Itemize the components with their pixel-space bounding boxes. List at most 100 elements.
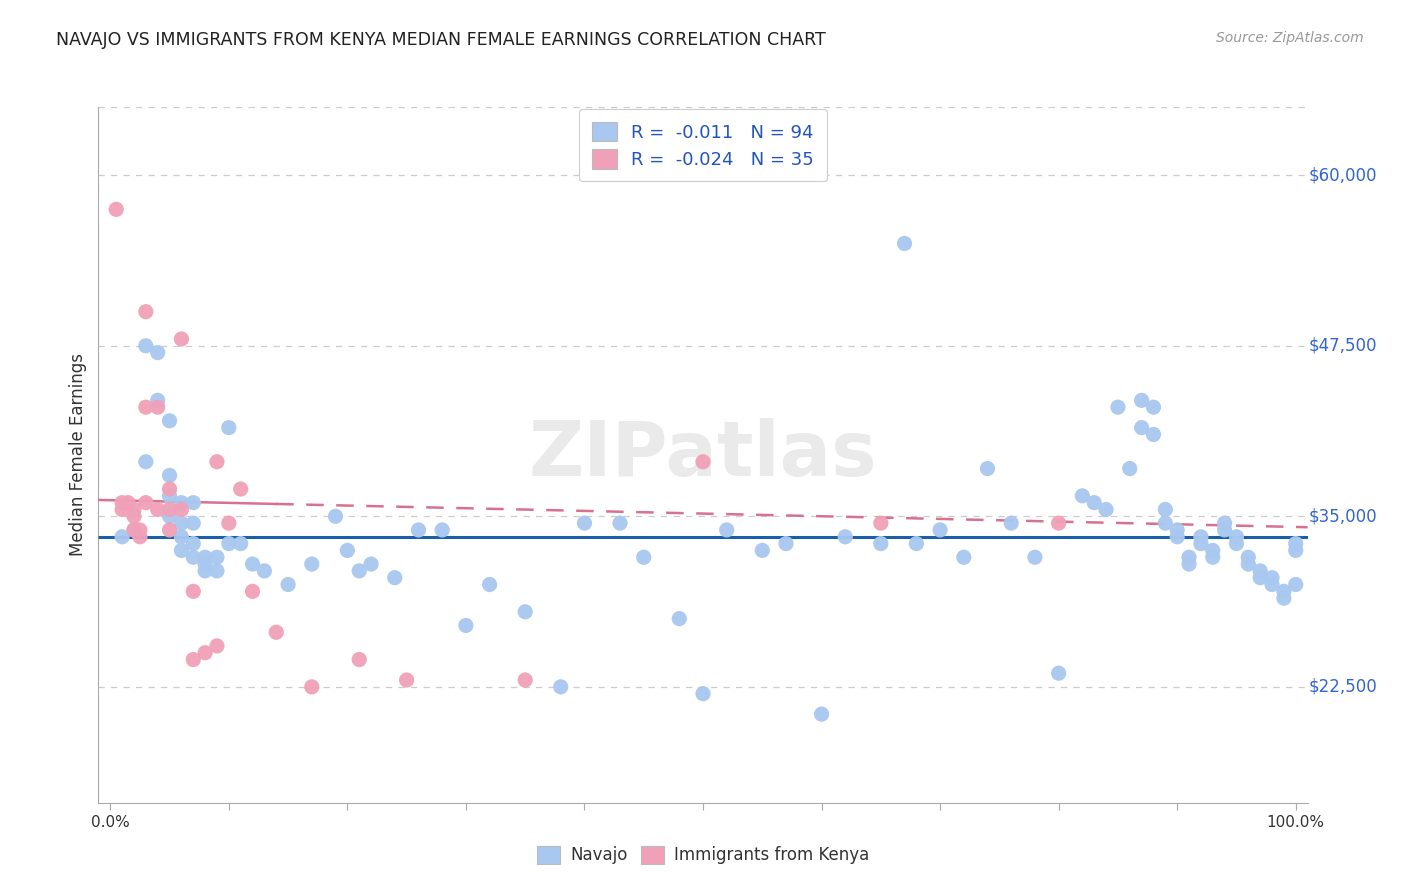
Point [194, 646, 217, 660]
Point [810, 707, 832, 722]
Point [347, 652, 370, 666]
Point [692, 687, 714, 701]
Point [1047, 516, 1070, 530]
Point [159, 489, 181, 503]
Point [893, 236, 915, 251]
Point [159, 468, 181, 483]
Point [170, 516, 193, 530]
Point [194, 564, 217, 578]
Point [384, 571, 406, 585]
Point [1202, 550, 1225, 565]
Point [1047, 666, 1070, 681]
Point [325, 509, 347, 524]
Point [1202, 543, 1225, 558]
Point [1272, 584, 1295, 599]
Point [408, 523, 430, 537]
Point [170, 502, 193, 516]
Point [146, 345, 169, 359]
Point [229, 482, 252, 496]
Point [1024, 550, 1046, 565]
Point [347, 564, 370, 578]
Point [1189, 530, 1212, 544]
Text: $35,000: $35,000 [1309, 508, 1378, 525]
Point [929, 523, 952, 537]
Text: Source: ZipAtlas.com: Source: ZipAtlas.com [1216, 31, 1364, 45]
Point [301, 557, 323, 571]
Point [264, 625, 287, 640]
Point [609, 516, 631, 530]
Point [905, 536, 928, 550]
Point [135, 400, 157, 414]
Text: ZIPatlas: ZIPatlas [529, 418, 877, 491]
Point [668, 612, 690, 626]
Point [253, 564, 276, 578]
Legend: Navajo, Immigrants from Kenya: Navajo, Immigrants from Kenya [530, 839, 876, 871]
Point [205, 455, 228, 469]
Point [229, 536, 252, 550]
Point [1119, 461, 1142, 475]
Point [454, 618, 477, 632]
Point [1107, 400, 1129, 414]
Point [775, 536, 797, 550]
Point [181, 550, 204, 565]
Point [1166, 530, 1188, 544]
Point [111, 496, 134, 510]
Point [1225, 536, 1247, 550]
Point [1237, 557, 1260, 571]
Point [181, 584, 204, 599]
Point [515, 605, 537, 619]
Point [1083, 496, 1105, 510]
Point [146, 400, 169, 414]
Point [1213, 516, 1236, 530]
Point [1178, 550, 1201, 565]
Point [181, 496, 204, 510]
Point [751, 543, 773, 558]
Point [1189, 536, 1212, 550]
Point [1000, 516, 1022, 530]
Point [117, 496, 139, 510]
Point [205, 639, 228, 653]
Point [395, 673, 418, 687]
Point [146, 502, 169, 516]
Text: $60,000: $60,000 [1309, 166, 1378, 185]
Point [122, 523, 145, 537]
Point [159, 414, 181, 428]
Point [205, 564, 228, 578]
Point [170, 332, 193, 346]
Point [1285, 577, 1308, 591]
Point [1142, 400, 1164, 414]
Point [146, 393, 169, 408]
Point [135, 339, 157, 353]
Point [976, 461, 998, 475]
Point [432, 523, 454, 537]
Point [135, 455, 157, 469]
Point [1154, 502, 1177, 516]
Point [574, 516, 596, 530]
Point [1249, 571, 1271, 585]
Point [122, 502, 145, 516]
Point [159, 523, 181, 537]
Text: NAVAJO VS IMMIGRANTS FROM KENYA MEDIAN FEMALE EARNINGS CORRELATION CHART: NAVAJO VS IMMIGRANTS FROM KENYA MEDIAN F… [56, 31, 825, 49]
Point [170, 543, 193, 558]
Point [218, 516, 240, 530]
Point [1166, 523, 1188, 537]
Point [1130, 393, 1153, 408]
Point [181, 536, 204, 550]
Point [129, 530, 152, 544]
Point [1237, 550, 1260, 565]
Point [1225, 530, 1247, 544]
Point [277, 577, 299, 591]
Point [1272, 591, 1295, 606]
Text: $22,500: $22,500 [1309, 678, 1378, 696]
Point [181, 652, 204, 666]
Point [218, 420, 240, 434]
Point [834, 530, 856, 544]
Point [360, 557, 382, 571]
Point [336, 543, 359, 558]
Point [181, 516, 204, 530]
Point [716, 523, 738, 537]
Point [869, 536, 891, 550]
Point [122, 509, 145, 524]
Point [205, 550, 228, 565]
Point [1154, 516, 1177, 530]
